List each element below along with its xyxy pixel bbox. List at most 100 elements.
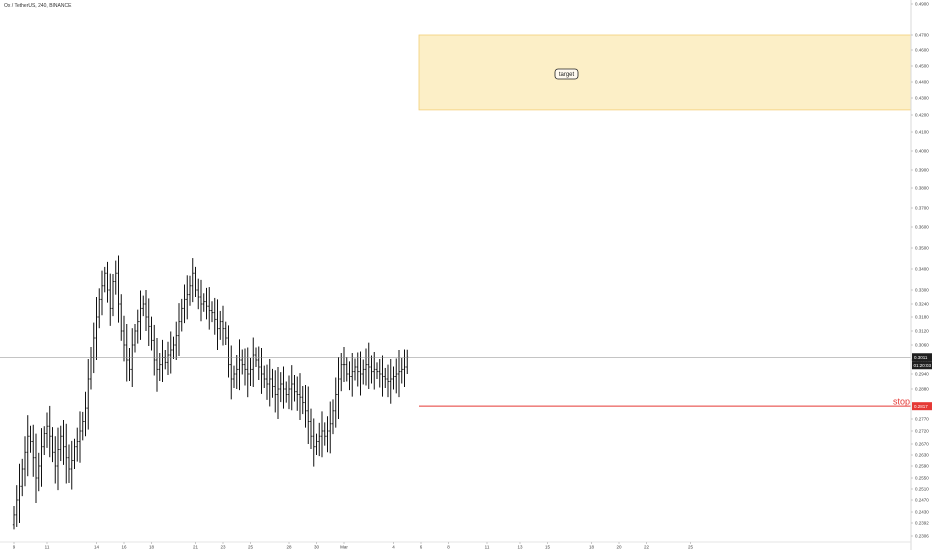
ohlc-bar [199, 279, 203, 322]
ohlc-bar [15, 485, 18, 527]
y-tick-label: 0.3240 [915, 302, 929, 307]
ohlc-bar [81, 411, 84, 441]
y-tick-label: 0.2940 [915, 372, 929, 377]
ohlc-bar [136, 309, 139, 344]
y-tick-label: 0.4700 [915, 33, 929, 38]
ohlc-bar [111, 274, 115, 317]
ohlc-bar [307, 386, 310, 444]
ohlc-bar [221, 305, 225, 346]
ohlc-bar [188, 275, 192, 306]
ohlc-bar [304, 385, 307, 428]
x-tick-label: 18 [149, 545, 155, 550]
ohlc-bar [158, 353, 161, 381]
x-tick-label: 6 [420, 545, 423, 550]
y-tick-label: 0.3120 [915, 329, 929, 334]
ohlc-bar [265, 364, 269, 400]
y-tick-label: 0.2306 [915, 534, 929, 539]
x-tick-label: 11 [485, 545, 490, 550]
x-tick-label: 20 [616, 545, 622, 550]
ohlc-bar [150, 316, 153, 351]
ohlc-bar [133, 324, 137, 353]
y-tick-label: 0.2430 [915, 510, 929, 515]
ohlc-bar [197, 278, 200, 310]
ohlc-bar [359, 351, 362, 396]
y-tick-label: 0.3400 [915, 267, 929, 272]
x-tick-label: 18 [589, 545, 595, 550]
ohlc-bar [186, 275, 189, 320]
ohlc-bar [252, 337, 255, 387]
ohlc-bar [54, 436, 57, 484]
ohlc-bar [375, 362, 379, 379]
ohlc-bar [73, 438, 76, 469]
ohlc-bar [276, 367, 280, 419]
ohlc-bar [62, 419, 65, 465]
y-tick-label: 0.3900 [915, 168, 929, 173]
ohlc-bar [29, 425, 32, 453]
y-tick-label: 0.2880 [915, 387, 929, 392]
ohlc-bar [348, 361, 351, 391]
y-tick-label: 0.2392 [915, 521, 929, 526]
ohlc-bar [381, 355, 384, 397]
ohlc-bar [183, 284, 186, 324]
ohlc-bar [384, 367, 387, 388]
time-axis[interactable]: 9 11 14 16 18 21 23 25 28 30 Mar 4 6 8 11 13 15 18 20 22 25 [13, 542, 694, 550]
ohlc-bar [395, 358, 398, 394]
ohlc-bar [169, 331, 172, 374]
x-tick-label: 11 [45, 545, 50, 550]
x-tick-label: 4 [392, 545, 395, 550]
ohlc-bar [139, 290, 142, 340]
ohlc-bar [367, 342, 370, 389]
ohlc-bar [312, 418, 315, 467]
x-tick-label: 22 [644, 545, 650, 550]
ohlc-bar [241, 349, 244, 375]
ohlc-bar [309, 408, 313, 449]
y-tick-label: 0.3700 [915, 206, 929, 211]
ohlc-bar [147, 298, 150, 346]
ohlc-bar [227, 325, 230, 378]
ohlc-bar [235, 355, 238, 389]
ohlc-bar [210, 301, 214, 323]
x-tick-label: 8 [447, 545, 450, 550]
y-tick-label: 0.4400 [915, 80, 929, 85]
ohlc-bar [100, 270, 104, 316]
price-lines [0, 356, 911, 407]
ohlc-bar [364, 348, 368, 386]
ohlc-bar [274, 370, 277, 413]
ohlc-bar [87, 359, 90, 430]
ohlc-bar [34, 433, 38, 503]
x-tick-label: 23 [220, 545, 226, 550]
ohlc-bar [43, 426, 46, 455]
ohlc-bar [263, 365, 266, 388]
ohlc-bar [32, 424, 35, 477]
target-label[interactable]: target [554, 68, 579, 80]
ohlc-bar [298, 373, 302, 420]
y-tick-label: 0.3800 [915, 186, 929, 191]
ohlc-bar [122, 315, 126, 362]
ohlc-bar [271, 368, 274, 398]
y-tick-label: 0.4300 [915, 96, 929, 101]
y-tick-label: 0.3600 [915, 225, 929, 230]
ohlc-bar [125, 324, 128, 382]
y-tick-label: 0.2630 [915, 453, 929, 458]
ohlc-bar [260, 348, 263, 394]
ohlc-bar [40, 428, 43, 487]
y-tick-label: 0.4900 [915, 2, 929, 7]
ohlc-bar [142, 295, 145, 317]
ohlc-bar [117, 255, 120, 323]
price-axis[interactable]: 0.4900 0.4700 0.4600 0.4500 0.4400 0.4300 0.42… [911, 2, 929, 539]
ohlc-bar [216, 299, 219, 350]
ohlc-bar [282, 366, 285, 409]
ohlc-bar [243, 348, 247, 386]
ohlc-bar [109, 273, 112, 326]
ohlc-bar [144, 290, 148, 331]
ohlc-bar [315, 433, 318, 455]
y-tick-label: 0.2590 [915, 464, 929, 469]
target-zone[interactable] [418, 34, 912, 111]
ohlc-bar [329, 401, 332, 454]
ohlc-bar [131, 328, 134, 387]
ohlc-bar [287, 375, 291, 410]
ohlc-bar [37, 452, 40, 492]
ohlc-bar [246, 347, 249, 398]
ohlc-bar [120, 294, 123, 341]
